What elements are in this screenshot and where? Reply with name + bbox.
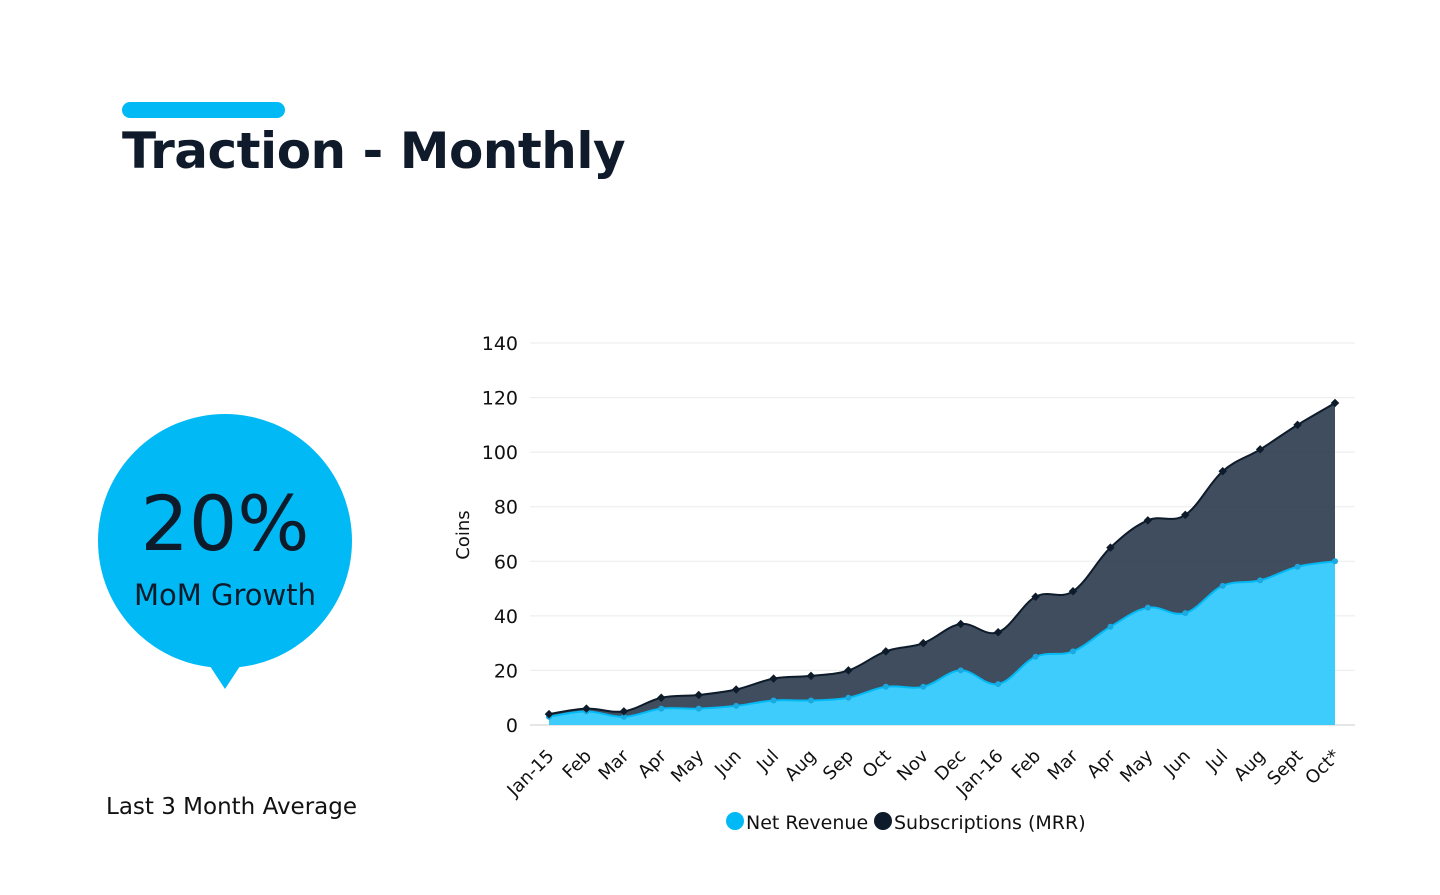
x-tick-label: Jul [752, 746, 783, 777]
x-tick-label: Mar [1044, 745, 1083, 784]
x-tick-label: Oct [859, 746, 896, 783]
x-tick-label: Mar [595, 745, 634, 784]
point-subscriptions-mrr [956, 619, 965, 629]
y-tick-label: 120 [482, 388, 518, 410]
point-net-revenue [920, 683, 927, 690]
x-tick-label: Feb [559, 746, 596, 783]
point-subscriptions-mrr [1255, 445, 1265, 454]
point-net-revenue [770, 697, 777, 704]
point-net-revenue [1182, 610, 1189, 617]
point-net-revenue [995, 681, 1002, 688]
y-tick-label: 40 [494, 606, 518, 628]
point-net-revenue [695, 705, 702, 712]
point-net-revenue [1144, 604, 1151, 611]
point-subscriptions-mrr [881, 647, 891, 656]
title-accent-bar [122, 102, 285, 118]
x-tick-label: Aug [781, 746, 821, 786]
point-subscriptions-mrr [919, 638, 928, 648]
y-tick-label: 60 [494, 551, 518, 573]
point-net-revenue [658, 705, 665, 712]
point-net-revenue [808, 697, 814, 704]
point-subscriptions-mrr [993, 627, 1003, 637]
point-subscriptions-mrr [769, 674, 778, 683]
point-subscriptions-mrr [1106, 543, 1115, 552]
point-subscriptions-mrr [1293, 420, 1302, 430]
line-net-revenue [548, 560, 1336, 718]
y-tick-label: 0 [506, 715, 518, 737]
x-tick-label: Nov [893, 745, 933, 785]
area-subscriptions-mrr [549, 403, 1335, 717]
x-tick-label: Sept [1263, 746, 1307, 790]
point-net-revenue [1332, 558, 1338, 565]
legend-marker [874, 812, 892, 830]
y-tick-label: 20 [494, 660, 518, 682]
point-subscriptions-mrr [1031, 592, 1040, 601]
point-net-revenue [957, 667, 964, 674]
point-subscriptions-mrr [657, 693, 666, 702]
growth-bubble-tail [206, 660, 244, 689]
point-net-revenue [1107, 623, 1114, 630]
point-net-revenue [1070, 648, 1076, 655]
point-subscriptions-mrr [619, 707, 629, 716]
y-tick-label: 80 [494, 497, 518, 519]
point-subscriptions-mrr [806, 671, 816, 681]
x-tick-label: Sep [819, 746, 858, 785]
x-tick-label: Apr [634, 745, 671, 782]
point-subscriptions-mrr [731, 685, 741, 694]
x-tick-label: May [1116, 745, 1157, 786]
x-tick-label: Jan-15 [503, 746, 559, 802]
growth-label: MoM Growth [134, 578, 316, 612]
point-subscriptions-mrr [1068, 587, 1078, 596]
y-axis-label: Coins [453, 510, 474, 559]
x-tick-label: Oct* [1301, 746, 1344, 789]
point-net-revenue [1219, 582, 1226, 589]
x-tick-label: Aug [1230, 746, 1270, 786]
point-net-revenue [733, 702, 740, 709]
growth-value: 20% [140, 479, 310, 568]
x-tick-label: Apr [1083, 745, 1120, 782]
legend-label: Subscriptions (MRR) [894, 812, 1086, 834]
x-tick-label: Feb [1008, 746, 1045, 783]
point-subscriptions-mrr [1218, 467, 1227, 476]
x-tick-label: Jul [1201, 746, 1232, 777]
point-subscriptions-mrr [1181, 510, 1190, 520]
point-net-revenue [845, 694, 852, 701]
point-subscriptions-mrr [844, 666, 853, 675]
legend-label: Net Revenue [746, 812, 868, 834]
point-net-revenue [1032, 653, 1039, 660]
area-net-revenue [549, 561, 1335, 725]
y-tick-label: 140 [482, 333, 518, 355]
point-subscriptions-mrr [582, 704, 591, 713]
point-net-revenue [1294, 563, 1301, 570]
page-title: Traction - Monthly [122, 122, 626, 180]
point-net-revenue [1257, 577, 1264, 584]
point-net-revenue [882, 683, 889, 690]
point-subscriptions-mrr [1330, 398, 1340, 408]
x-tick-label: May [667, 745, 708, 786]
point-subscriptions-mrr [694, 690, 703, 700]
point-subscriptions-mrr [544, 709, 554, 719]
point-subscriptions-mrr [1143, 516, 1153, 525]
average-caption: Last 3 Month Average [106, 794, 358, 820]
x-tick-label: Jun [1159, 746, 1194, 781]
growth-bubble [98, 414, 352, 668]
x-tick-label: Jun [710, 746, 745, 781]
point-net-revenue [620, 713, 627, 720]
line-subscriptions-mrr [548, 402, 1336, 716]
legend-marker [726, 812, 744, 830]
y-tick-label: 100 [482, 442, 518, 464]
